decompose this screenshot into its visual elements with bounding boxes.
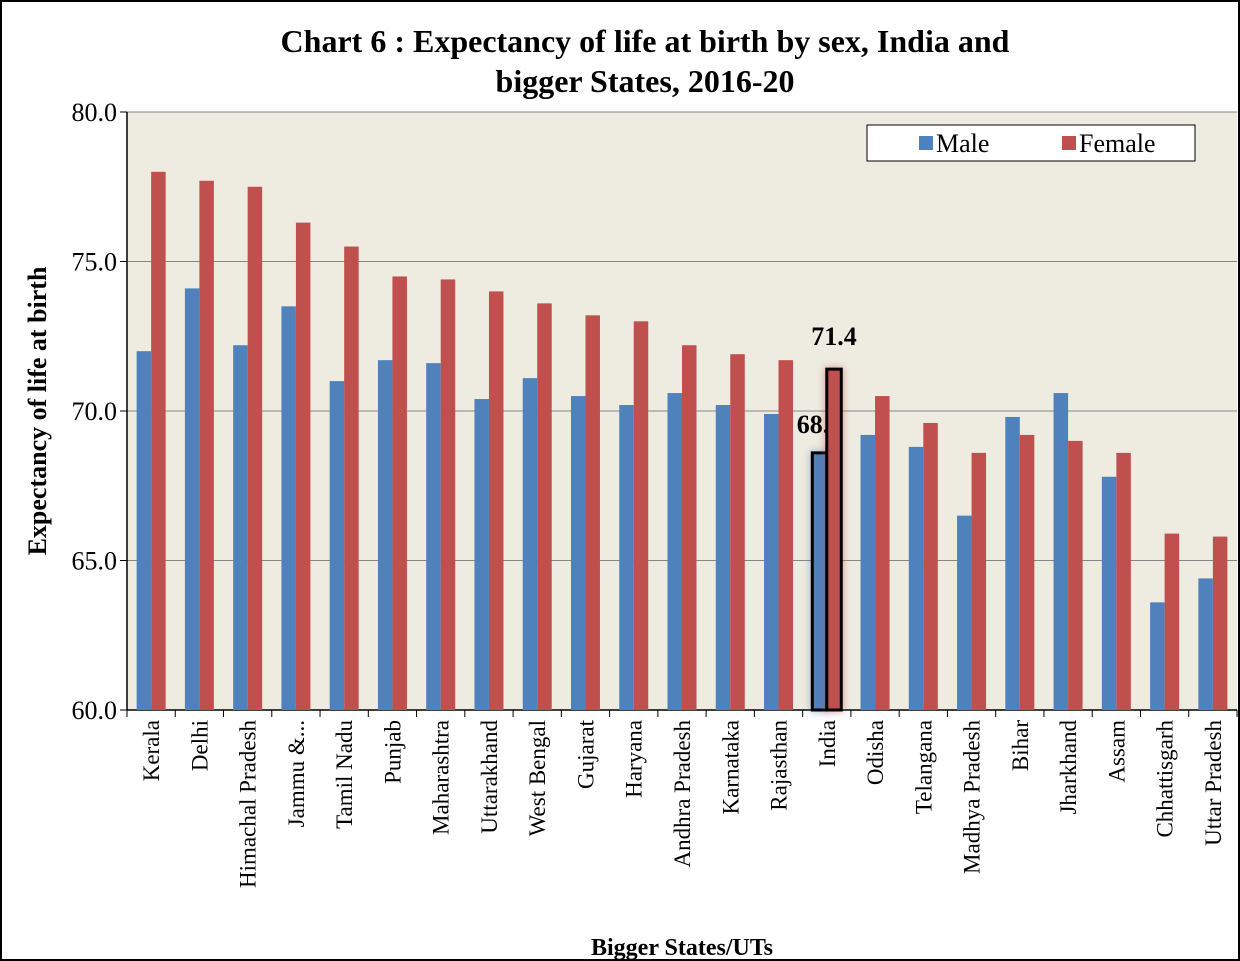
legend-label: Female	[1079, 129, 1156, 158]
y-tick-label: 60.0	[72, 696, 118, 725]
bar	[377, 360, 393, 710]
data-label: 71.4	[811, 322, 857, 351]
chart-title: Chart 6 : Expectancy of life at birth by…	[281, 23, 1010, 59]
x-tick-label: Karnataka	[718, 720, 743, 815]
bar	[392, 276, 407, 710]
x-tick-label: Andhra Pradesh	[670, 720, 695, 868]
bar	[440, 279, 456, 710]
legend-label: Male	[936, 129, 989, 158]
bar	[682, 345, 697, 710]
y-axis-label: Expectancy of life at birth	[23, 266, 52, 555]
chart-title: bigger States, 2016-20	[496, 63, 795, 99]
bar	[585, 315, 600, 710]
x-tick-label: Haryana	[622, 720, 647, 798]
y-tick-label: 75.0	[72, 248, 118, 277]
x-axis-label: Bigger States/UTs	[591, 935, 773, 961]
bar	[184, 288, 200, 710]
y-tick-label: 80.0	[72, 98, 118, 127]
bar	[281, 306, 296, 710]
title-line: bigger States, 2016-20	[496, 63, 795, 99]
bar	[1019, 434, 1035, 710]
bar	[537, 303, 552, 710]
bar	[136, 351, 152, 710]
bar	[860, 434, 876, 710]
bar	[1053, 393, 1069, 710]
x-tick-label: Delhi	[187, 720, 212, 771]
legend-swatch	[1062, 136, 1076, 150]
bar	[1005, 416, 1020, 710]
x-tick-label: Uttar Pradesh	[1201, 720, 1226, 846]
x-tick-label: Chhattisgarh	[1153, 720, 1178, 838]
bar	[344, 246, 359, 711]
bar	[923, 422, 938, 710]
bar	[730, 354, 745, 710]
x-tick-label: Telangana	[911, 720, 936, 814]
x-tick-label: Rajasthan	[767, 720, 792, 811]
bar	[778, 360, 794, 710]
bar	[295, 222, 311, 710]
legend-swatch	[919, 136, 933, 150]
x-tick-label: Jammu &...	[284, 720, 309, 827]
bar	[908, 446, 924, 710]
bar	[971, 452, 987, 710]
y-tick-label: 70.0	[72, 397, 118, 426]
bar	[426, 363, 441, 710]
bar	[474, 399, 489, 710]
bar	[199, 180, 214, 710]
bar	[825, 367, 843, 712]
bar	[1164, 533, 1180, 710]
bar	[875, 396, 890, 710]
bar	[1116, 452, 1131, 710]
bar	[247, 186, 263, 710]
x-tick-label: Uttarakhand	[477, 720, 502, 834]
x-tick-label: Assam	[1104, 720, 1129, 783]
bar	[570, 396, 586, 710]
x-tick-label: Bihar	[1008, 720, 1033, 771]
title-line: Chart 6 : Expectancy of life at birth by…	[281, 23, 1010, 59]
bar	[764, 413, 779, 710]
x-tick-label: Himachal Pradesh	[236, 720, 261, 888]
bar	[488, 291, 504, 710]
bar	[957, 515, 972, 710]
x-tick-label: Madhya Pradesh	[960, 720, 985, 874]
bar	[522, 378, 538, 710]
x-tick-label: India	[815, 720, 840, 767]
x-tick-label: Punjab	[380, 720, 405, 784]
bar	[1101, 476, 1117, 710]
x-tick-label: Tamil Nadu	[332, 720, 357, 829]
bar	[329, 381, 345, 710]
x-tick-label: Kerala	[139, 720, 164, 781]
x-tick-label: Gujarat	[573, 719, 598, 789]
x-tick-label: Maharashtra	[429, 720, 454, 835]
bar	[1068, 440, 1083, 710]
bar	[1150, 602, 1165, 710]
bar	[151, 171, 166, 711]
bar	[715, 405, 731, 710]
bar	[667, 393, 682, 710]
bar	[633, 321, 649, 710]
bar	[1198, 578, 1213, 710]
x-tick-label: Odisha	[863, 720, 888, 785]
bar	[1212, 536, 1228, 710]
x-tick-label: West Bengal	[525, 720, 550, 836]
y-tick-label: 65.0	[72, 547, 118, 576]
bar	[810, 451, 829, 712]
bar	[233, 345, 248, 710]
x-tick-label: Jharkhand	[1056, 720, 1081, 815]
bar	[619, 405, 634, 710]
